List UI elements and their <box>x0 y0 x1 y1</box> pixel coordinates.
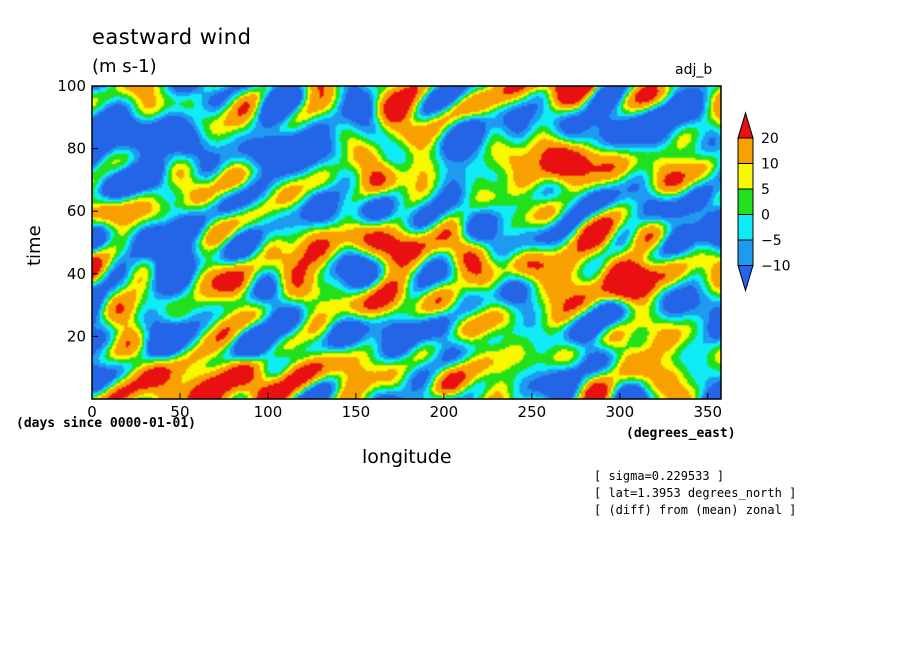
x-tick-label: 250 <box>518 403 547 421</box>
colorbar-label: 5 <box>761 182 770 198</box>
y-tick-label: 20 <box>67 327 86 345</box>
plot-frame <box>91 85 722 400</box>
colorbar-label: −10 <box>761 259 791 275</box>
note-sigma: [ sigma=0.229533 ] <box>594 469 725 483</box>
contour-field <box>92 86 721 399</box>
colorbar-segment <box>737 188 754 215</box>
x-tick-label: 200 <box>430 403 459 421</box>
colorbar: 20 10 5 0 −5 −10 <box>737 111 791 293</box>
y-axis-units: (days since 0000-01-01) <box>16 416 197 431</box>
colorbar-segment <box>737 214 754 241</box>
colorbar-label: 20 <box>761 131 779 147</box>
y-tick-label: 80 <box>67 140 86 158</box>
colorbar-label: −5 <box>761 233 782 249</box>
colorbar-label: 10 <box>761 157 779 173</box>
colorbar-cap-top <box>737 111 754 139</box>
y-tick-label: 40 <box>67 265 86 283</box>
x-axis-units: (degrees_east) <box>626 426 736 441</box>
colorbar-cap-bottom <box>737 265 754 293</box>
y-tick-label: 100 <box>57 77 86 95</box>
x-tick-label: 0 <box>87 403 97 421</box>
x-tick-label: 150 <box>342 403 371 421</box>
y-tick-label: 60 <box>67 202 86 220</box>
chart-title: eastward wind <box>92 25 252 49</box>
x-tick-label: 50 <box>170 403 189 421</box>
colorbar-segment <box>737 163 754 190</box>
x-tick-label: 100 <box>254 403 283 421</box>
note-lat: [ lat=1.3953 degrees_north ] <box>594 486 797 500</box>
colorbar-segment <box>737 137 754 164</box>
dataset-tag: adj_b <box>675 62 713 78</box>
x-axis-label: longitude <box>362 446 452 468</box>
x-tick-label: 350 <box>693 403 722 421</box>
x-axis: 0 50 100 150 200 250 300 350 <box>87 393 722 421</box>
x-tick-label: 300 <box>606 403 635 421</box>
y-axis-label: time <box>24 225 45 266</box>
colorbar-segment <box>737 239 754 266</box>
colorbar-label: 0 <box>761 208 770 224</box>
chart-units: (m s-1) <box>92 56 157 77</box>
contour-field-image <box>92 86 721 399</box>
note-diff: [ (diff) from (mean) zonal ] <box>594 503 797 517</box>
y-axis: 20 40 60 80 100 <box>57 77 98 345</box>
